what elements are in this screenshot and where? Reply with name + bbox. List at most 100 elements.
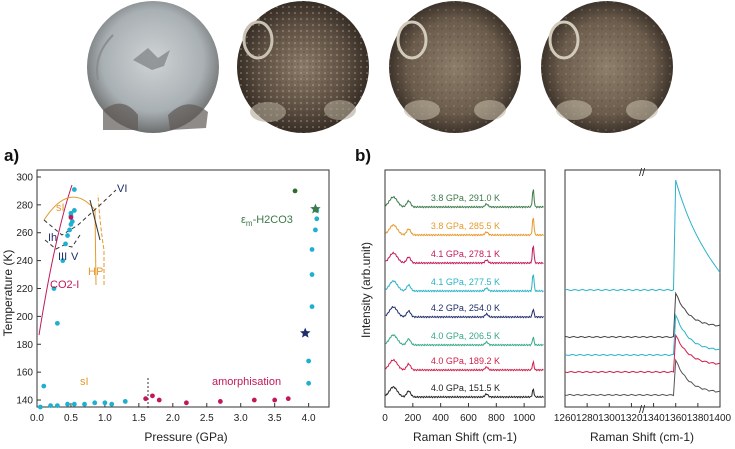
cyan-point bbox=[69, 219, 75, 224]
raman-detail-trace bbox=[564, 333, 721, 374]
crimson-point bbox=[285, 396, 291, 402]
x-tick-label: 800 bbox=[488, 413, 505, 424]
raman-trace bbox=[385, 217, 544, 237]
x-tick-label: 1400 bbox=[709, 413, 732, 424]
crimson-point bbox=[143, 396, 149, 402]
right-frame bbox=[564, 169, 721, 408]
cyan-point bbox=[71, 208, 77, 213]
cyan-point bbox=[309, 272, 315, 277]
annot-iii: III bbox=[58, 251, 67, 263]
trace-label: 4.1 GPa, 277.5 K bbox=[431, 277, 500, 287]
trace-label: 3.8 GPa, 285.5 K bbox=[431, 221, 500, 231]
y-axis-label: Temperature (K) bbox=[1, 250, 15, 337]
trace-label: 4.1 GPa, 278.1 K bbox=[431, 249, 500, 259]
cyan-point bbox=[71, 401, 77, 407]
left-traces bbox=[385, 189, 544, 399]
trace-label: 4.0 GPa, 151.5 K bbox=[431, 383, 500, 393]
raman-trace bbox=[385, 274, 544, 293]
x-tick-label: 0.5 bbox=[64, 413, 78, 424]
x-tick-label: 1360 bbox=[665, 413, 688, 424]
x-tick-label: 2.5 bbox=[200, 413, 214, 424]
annot-vi: VI bbox=[117, 183, 127, 195]
cyan-point bbox=[48, 403, 53, 409]
cyan-point bbox=[122, 399, 128, 404]
crimson-point bbox=[251, 397, 257, 403]
annot-co2i: CO2-I bbox=[50, 279, 79, 291]
right-x-axis-label: Raman Shift (cm-1) bbox=[590, 430, 694, 444]
y-tick-label: 220 bbox=[16, 284, 33, 295]
cyan-point bbox=[65, 233, 70, 238]
raman-trace bbox=[385, 358, 544, 372]
axis-break-bottom: // bbox=[639, 404, 646, 416]
x-tick-label: 1260 bbox=[554, 413, 577, 424]
cyan-point bbox=[67, 227, 72, 233]
raman-trace bbox=[385, 305, 544, 319]
annot-si-top: sI bbox=[56, 202, 65, 214]
annot-ih: Ih bbox=[48, 232, 57, 244]
x-tick-label: 1280 bbox=[576, 413, 599, 424]
cyan-point bbox=[41, 383, 47, 389]
crimson-point bbox=[156, 397, 162, 403]
data-points bbox=[37, 187, 321, 410]
x-tick-label: 3.5 bbox=[268, 413, 282, 424]
right-traces bbox=[564, 179, 721, 397]
panel-a-label: a) bbox=[4, 146, 20, 165]
x-tick-label: 0.0 bbox=[30, 413, 44, 424]
co2-boundary bbox=[38, 184, 73, 336]
raman-trace bbox=[385, 189, 544, 209]
cyan-point bbox=[102, 400, 108, 406]
crimson-point bbox=[272, 397, 278, 403]
x-axis-label: Pressure (GPa) bbox=[144, 430, 227, 444]
cyan-point bbox=[313, 227, 318, 233]
green-star-point bbox=[310, 203, 321, 214]
cyan-point bbox=[109, 401, 115, 407]
y-tick-label: 240 bbox=[16, 256, 33, 267]
cyan-point bbox=[54, 320, 60, 326]
cyan-point bbox=[37, 404, 43, 410]
x-tick-label: 3.0 bbox=[234, 413, 248, 424]
x-tick-label: 400 bbox=[432, 413, 449, 424]
x-tick-label: 1.0 bbox=[98, 413, 112, 424]
y-tick-label: 280 bbox=[16, 200, 33, 211]
annot-v: V bbox=[71, 251, 79, 263]
raman-detail-trace bbox=[564, 291, 721, 339]
cyan-point bbox=[314, 216, 320, 222]
photo-i: i) bbox=[78, 0, 228, 133]
y-tick-label: 180 bbox=[16, 340, 33, 351]
left-x-axis: 0 200 400 600 800 1000 bbox=[382, 403, 536, 424]
annot-si-bottom: sI bbox=[80, 376, 89, 388]
trace-label: 4.0 GPa, 206.5 K bbox=[431, 331, 500, 341]
x-tick-label: 1380 bbox=[687, 413, 710, 424]
raman-detail-trace bbox=[564, 179, 721, 292]
crimson-point bbox=[150, 393, 155, 399]
trace-label: 4.2 GPa, 254.0 K bbox=[431, 303, 500, 313]
cyan-point bbox=[92, 400, 98, 406]
cyan-point bbox=[309, 304, 315, 310]
x-axis: 0.0 0.5 1.0 1.5 2.0 2.5 3.0 3.5 4.0 bbox=[30, 403, 316, 424]
green-point bbox=[292, 188, 298, 194]
raman-trace bbox=[385, 333, 544, 347]
x-tick-label: 0 bbox=[382, 413, 388, 424]
cyan-point bbox=[51, 286, 57, 291]
photo-label: iii) bbox=[386, 4, 404, 21]
y-tick-label: 200 bbox=[16, 312, 33, 323]
photo-label: ii) bbox=[234, 4, 248, 21]
raman-spectra: Intensity (arb.unit) 0 200 400 600 800 1000 R… bbox=[359, 167, 732, 444]
y-axis: 140 160 180 200 220 240 260 280 300 bbox=[16, 172, 41, 407]
raman-trace bbox=[385, 385, 544, 399]
left-x-axis-label: Raman Shift (cm-1) bbox=[413, 430, 517, 444]
photo-iii: iii) bbox=[380, 0, 530, 133]
ice-boundary-3 bbox=[89, 199, 101, 241]
cyan-point bbox=[306, 380, 312, 386]
hp-boundary bbox=[97, 194, 105, 285]
cyan-point bbox=[63, 241, 68, 247]
raman-detail-trace bbox=[564, 313, 721, 357]
crimson-point bbox=[217, 399, 223, 404]
annot-eps-h2co3: εm-H2CO3 bbox=[241, 214, 293, 228]
left-frame bbox=[384, 169, 546, 408]
phase-diagram: 0.0 0.5 1.0 1.5 2.0 2.5 3.0 3.5 4.0 140 160 180 200… bbox=[1, 169, 330, 444]
cyan-point bbox=[68, 210, 74, 216]
ice-boundary-1 bbox=[43, 189, 117, 236]
cyan-point bbox=[54, 403, 60, 409]
cyan-point bbox=[309, 247, 315, 252]
